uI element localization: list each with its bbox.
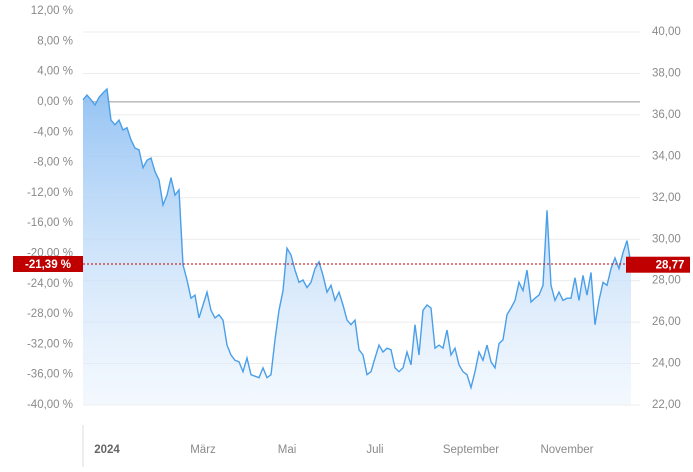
y-tick-label: -40,00 % [27, 399, 73, 411]
x-tick-label: März [190, 444, 216, 456]
last-value-box [13, 255, 83, 272]
y2-tick-label: 30,00 [652, 233, 681, 245]
y-tick-label: -28,00 % [27, 308, 73, 320]
y2-tick-label: 24,00 [652, 358, 681, 370]
y-tick-label: -8,00 % [33, 157, 73, 169]
y-tick-label: 8,00 % [37, 35, 73, 47]
y2-tick-label: 32,00 [652, 192, 681, 204]
y2-tick-label: 22,00 [652, 399, 681, 411]
y2-tick-label: 40,00 [652, 26, 681, 38]
last-price-box [626, 256, 690, 273]
y-tick-label: -32,00 % [27, 338, 73, 350]
y2-tick-label: 26,00 [652, 316, 681, 328]
last-value-label: -21,39 % [25, 259, 71, 271]
y-tick-label: -16,00 % [27, 217, 73, 229]
y2-tick-label: 38,00 [652, 67, 681, 79]
x-tick-label: 2024 [94, 444, 120, 456]
y2-tick-label: 36,00 [652, 109, 681, 121]
y-tick-label: -36,00 % [27, 369, 73, 381]
x-tick-label: September [443, 444, 499, 456]
x-tick-label: November [540, 444, 593, 456]
last-price-label: 28,77 [656, 260, 685, 272]
x-tick-label: Juli [366, 444, 383, 456]
y-tick-label: 0,00 % [37, 96, 73, 108]
y-tick-label: -24,00 % [27, 278, 73, 290]
y-tick-label: 12,00 % [31, 5, 73, 17]
area-fill [83, 89, 631, 405]
y2-tick-label: 28,00 [652, 275, 681, 287]
y-tick-label: 4,00 % [37, 66, 73, 78]
y2-tick-label: 34,00 [652, 150, 681, 162]
line [82, 87, 632, 391]
y-tick-label: -12,00 % [27, 187, 73, 199]
y-tick-label: -4,00 % [33, 126, 73, 138]
x-tick-label: Mai [278, 444, 297, 456]
